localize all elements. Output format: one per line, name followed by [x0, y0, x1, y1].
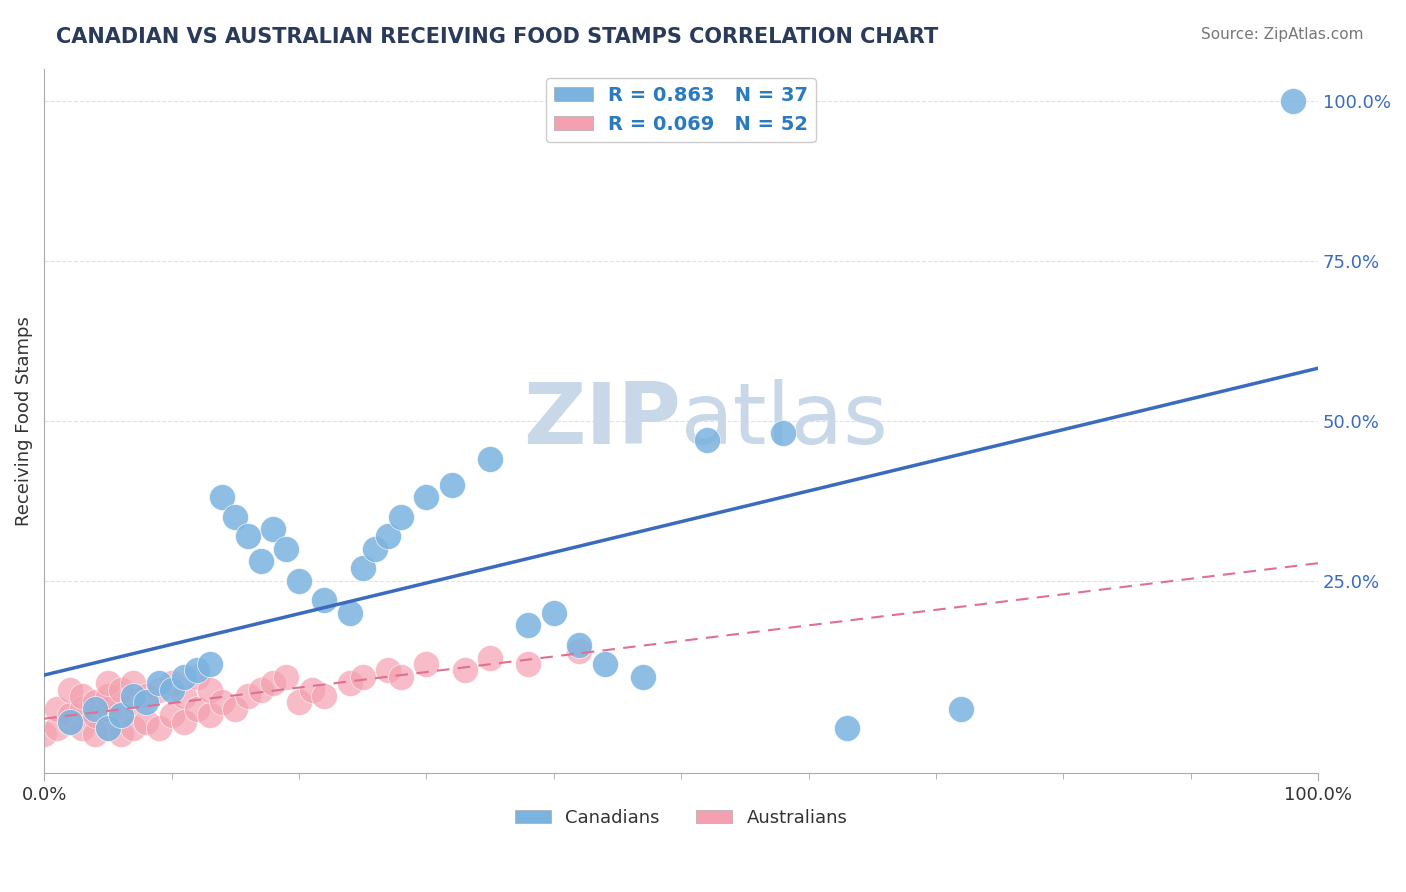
Point [262, 676, 284, 690]
Point [440, 477, 463, 491]
Point [97, 676, 120, 690]
Point [211, 695, 233, 709]
Point [84, 727, 107, 741]
Point [58, 714, 80, 729]
Point [110, 682, 132, 697]
Point [173, 689, 195, 703]
Point [148, 721, 170, 735]
Text: CANADIAN VS AUSTRALIAN RECEIVING FOOD STAMPS CORRELATION CHART: CANADIAN VS AUSTRALIAN RECEIVING FOOD ST… [56, 27, 938, 46]
Point [110, 727, 132, 741]
Point [186, 663, 208, 677]
Point [236, 689, 259, 703]
Point [135, 714, 157, 729]
Point [198, 708, 221, 723]
Point [352, 561, 374, 575]
Point [364, 541, 387, 556]
Point [835, 721, 858, 735]
Point [72, 689, 94, 703]
Point [173, 714, 195, 729]
Point [84, 702, 107, 716]
Point [389, 509, 412, 524]
Point [58, 714, 80, 729]
Point [377, 663, 399, 677]
Point [517, 618, 540, 632]
Point [276, 541, 298, 556]
Point [173, 670, 195, 684]
Point [479, 650, 502, 665]
Point [72, 721, 94, 735]
Point [1281, 94, 1303, 108]
Point [696, 433, 718, 447]
Point [517, 657, 540, 671]
Point [198, 657, 221, 671]
Point [415, 491, 437, 505]
Point [97, 689, 120, 703]
Point [186, 670, 208, 684]
Point [950, 702, 973, 716]
Point [122, 676, 145, 690]
Point [377, 529, 399, 543]
Point [160, 708, 183, 723]
Point [593, 657, 616, 671]
Point [301, 682, 323, 697]
Point [224, 702, 246, 716]
Point [389, 670, 412, 684]
Point [224, 509, 246, 524]
Point [122, 689, 145, 703]
Point [160, 682, 183, 697]
Point [339, 606, 361, 620]
Point [122, 721, 145, 735]
Point [631, 670, 654, 684]
Point [97, 721, 120, 735]
Point [198, 682, 221, 697]
Text: ZIP: ZIP [523, 379, 681, 462]
Point [186, 702, 208, 716]
Point [568, 644, 591, 658]
Text: atlas: atlas [681, 379, 889, 462]
Point [339, 676, 361, 690]
Point [97, 721, 120, 735]
Point [352, 670, 374, 684]
Y-axis label: Receiving Food Stamps: Receiving Food Stamps [15, 316, 32, 525]
Point [772, 426, 794, 441]
Point [148, 682, 170, 697]
Point [135, 689, 157, 703]
Point [288, 695, 311, 709]
Point [97, 702, 120, 716]
Point [84, 695, 107, 709]
Point [249, 682, 271, 697]
Point [568, 638, 591, 652]
Point [122, 695, 145, 709]
Point [453, 663, 475, 677]
Point [276, 670, 298, 684]
Point [415, 657, 437, 671]
Point [288, 574, 311, 588]
Point [543, 606, 565, 620]
Point [314, 593, 336, 607]
Point [45, 721, 67, 735]
Point [160, 676, 183, 690]
Point [58, 682, 80, 697]
Text: Source: ZipAtlas.com: Source: ZipAtlas.com [1201, 27, 1364, 42]
Point [479, 452, 502, 467]
Point [148, 676, 170, 690]
Point [135, 695, 157, 709]
Point [58, 708, 80, 723]
Point [314, 689, 336, 703]
Point [249, 554, 271, 568]
Point [262, 523, 284, 537]
Point [211, 491, 233, 505]
Legend: Canadians, Australians: Canadians, Australians [508, 802, 855, 834]
Point [32, 727, 55, 741]
Point [110, 708, 132, 723]
Point [45, 702, 67, 716]
Point [236, 529, 259, 543]
Point [72, 702, 94, 716]
Point [110, 708, 132, 723]
Point [84, 708, 107, 723]
